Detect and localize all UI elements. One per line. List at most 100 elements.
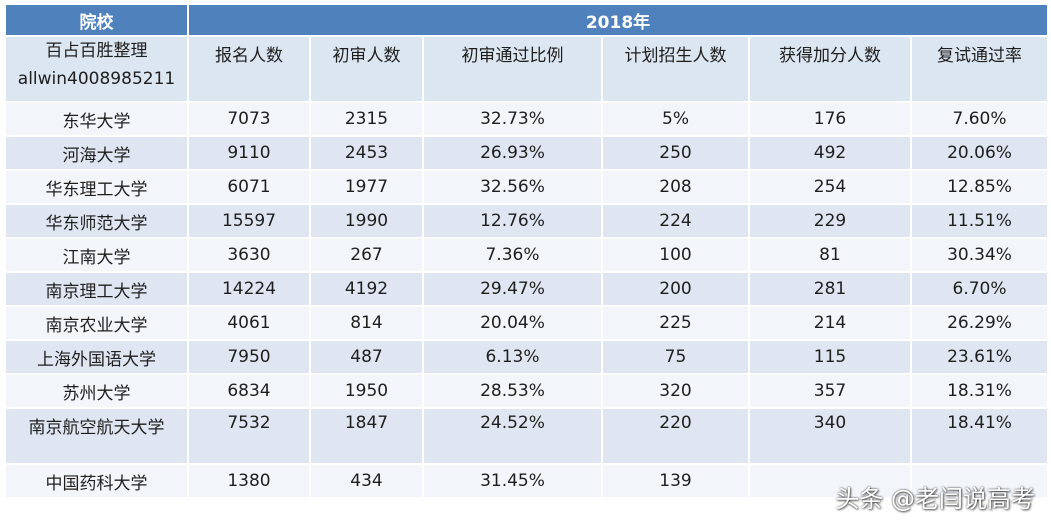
cell-initial-review: 1977 — [309, 169, 424, 205]
cell-school-name: 南京航空航天大学 — [4, 407, 189, 465]
cell-pass-ratio: 32.73% — [422, 101, 603, 137]
cell-school-name: 江南大学 — [4, 237, 189, 273]
table-row: 河海大学 9110 2453 26.93% 250 492 20.06% — [4, 135, 1047, 171]
column-header-retest-rate: 复试通过率 — [909, 35, 1047, 103]
cell-bonus-points — [748, 463, 912, 499]
cell-applicants: 15597 — [187, 203, 311, 239]
cell-bonus-points: 254 — [748, 169, 912, 205]
year-header: 2018年 — [186, 3, 1047, 37]
cell-planned-enrollment: 220 — [601, 407, 750, 465]
cell-school-name: 东华大学 — [4, 101, 189, 137]
cell-bonus-points: 214 — [748, 305, 912, 341]
column-header-pass-ratio: 初审通过比例 — [422, 35, 603, 103]
compiler-note-line2: allwin4008985211 — [17, 69, 176, 89]
cell-initial-review: 2315 — [309, 101, 424, 137]
cell-planned-enrollment: 225 — [601, 305, 750, 341]
cell-retest-rate: 7.60% — [909, 101, 1047, 137]
cell-initial-review: 814 — [309, 305, 424, 341]
watermark: 头条 @老闫说高考 — [835, 485, 1035, 513]
cell-applicants: 6834 — [187, 373, 311, 409]
cell-school-name: 苏州大学 — [4, 373, 189, 409]
cell-planned-enrollment: 224 — [601, 203, 750, 239]
cell-initial-review: 2453 — [309, 135, 424, 171]
cell-school-name: 华东师范大学 — [4, 203, 189, 239]
cell-initial-review: 267 — [309, 237, 424, 273]
cell-retest-rate: 30.34% — [909, 237, 1047, 273]
cell-school-name: 河海大学 — [4, 135, 189, 171]
cell-retest-rate: 23.61% — [909, 339, 1047, 375]
cell-pass-ratio: 6.13% — [422, 339, 603, 375]
cell-bonus-points: 281 — [748, 271, 912, 307]
cell-retest-rate: 26.29% — [909, 305, 1047, 341]
cell-bonus-points: 229 — [748, 203, 912, 239]
cell-school-name: 中国药科大学 — [4, 463, 189, 499]
cell-initial-review: 1847 — [309, 407, 424, 465]
table-row: 南京理工大学 14224 4192 29.47% 200 281 6.70% — [4, 271, 1047, 307]
cell-applicants: 14224 — [187, 271, 311, 307]
cell-school-name: 南京农业大学 — [4, 305, 189, 341]
table-row: 中国药科大学 1380 434 31.45% 139 — [4, 463, 1047, 499]
cell-planned-enrollment: 208 — [601, 169, 750, 205]
table-row: 南京航空航天大学 7532 1847 24.52% 220 340 18.41% — [4, 407, 1047, 465]
cell-initial-review: 4192 — [309, 271, 424, 307]
cell-school-name: 华东理工大学 — [4, 169, 189, 205]
cell-pass-ratio: 24.52% — [422, 407, 603, 465]
cell-pass-ratio: 29.47% — [422, 271, 603, 307]
table-row: 华东理工大学 6071 1977 32.56% 208 254 12.85% — [4, 169, 1047, 205]
header-row-top: 院校 2018年 — [4, 3, 1047, 37]
cell-bonus-points: 492 — [748, 135, 912, 171]
cell-planned-enrollment: 250 — [601, 135, 750, 171]
cell-initial-review: 1990 — [309, 203, 424, 239]
cell-pass-ratio: 7.36% — [422, 237, 603, 273]
cell-school-name: 上海外国语大学 — [4, 339, 189, 375]
compiler-note: 百占百胜整理 allwin4008985211 — [4, 35, 189, 103]
cell-retest-rate: 20.06% — [909, 135, 1047, 171]
column-header-applicants: 报名人数 — [187, 35, 311, 103]
cell-school-name: 南京理工大学 — [4, 271, 189, 307]
table-container: 院校 2018年 百占百胜整理 allwin4008985211 报名人数 初审… — [4, 3, 1047, 519]
table-row: 上海外国语大学 7950 487 6.13% 75 115 23.61% — [4, 339, 1047, 375]
cell-pass-ratio: 20.04% — [422, 305, 603, 341]
cell-applicants: 4061 — [187, 305, 311, 341]
cell-applicants: 7532 — [187, 407, 311, 465]
table-row: 苏州大学 6834 1950 28.53% 320 357 18.31% — [4, 373, 1047, 409]
header-row-sub: 百占百胜整理 allwin4008985211 报名人数 初审人数 初审通过比例… — [4, 35, 1047, 103]
cell-planned-enrollment: 139 — [601, 463, 750, 499]
cell-pass-ratio: 28.53% — [422, 373, 603, 409]
cell-bonus-points: 357 — [748, 373, 912, 409]
cell-applicants: 1380 — [187, 463, 311, 499]
school-column-header: 院校 — [4, 3, 189, 37]
cell-retest-rate: 6.70% — [909, 271, 1047, 307]
table-row: 江南大学 3630 267 7.36% 100 81 30.34% — [4, 237, 1047, 273]
admissions-table: 院校 2018年 百占百胜整理 allwin4008985211 报名人数 初审… — [4, 3, 1047, 499]
cell-applicants: 7073 — [187, 101, 311, 137]
cell-planned-enrollment: 75 — [601, 339, 750, 375]
column-header-bonus-points: 获得加分人数 — [748, 35, 912, 103]
cell-planned-enrollment: 320 — [601, 373, 750, 409]
cell-applicants: 7950 — [187, 339, 311, 375]
table-row: 华东师范大学 15597 1990 12.76% 224 229 11.51% — [4, 203, 1047, 239]
compiler-note-line1: 百占百胜整理 — [45, 41, 148, 61]
cell-pass-ratio: 32.56% — [422, 169, 603, 205]
cell-planned-enrollment: 200 — [601, 271, 750, 307]
cell-applicants: 3630 — [187, 237, 311, 273]
cell-retest-rate: 11.51% — [909, 203, 1047, 239]
cell-bonus-points: 115 — [748, 339, 912, 375]
cell-initial-review: 434 — [309, 463, 424, 499]
table-row: 南京农业大学 4061 814 20.04% 225 214 26.29% — [4, 305, 1047, 341]
cell-initial-review: 1950 — [309, 373, 424, 409]
cell-retest-rate: 12.85% — [909, 169, 1047, 205]
cell-bonus-points: 81 — [748, 237, 912, 273]
cell-applicants: 6071 — [187, 169, 311, 205]
column-header-initial-review: 初审人数 — [309, 35, 424, 103]
cell-bonus-points: 176 — [748, 101, 912, 137]
cell-planned-enrollment: 5% — [601, 101, 750, 137]
cell-bonus-points: 340 — [748, 407, 912, 465]
table-row: 东华大学 7073 2315 32.73% 5% 176 7.60% — [4, 101, 1047, 137]
cell-planned-enrollment: 100 — [601, 237, 750, 273]
cell-pass-ratio: 31.45% — [422, 463, 603, 499]
cell-pass-ratio: 12.76% — [422, 203, 603, 239]
column-header-planned-enrollment: 计划招生人数 — [601, 35, 750, 103]
cell-pass-ratio: 26.93% — [422, 135, 603, 171]
cell-initial-review: 487 — [309, 339, 424, 375]
